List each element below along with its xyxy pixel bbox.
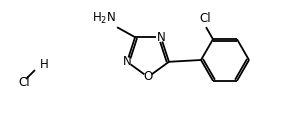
Text: N: N (123, 55, 131, 68)
Text: Cl: Cl (18, 75, 30, 88)
Text: O: O (143, 71, 153, 84)
Text: N: N (157, 31, 165, 44)
Text: H: H (40, 58, 49, 71)
Text: H$_2$N: H$_2$N (92, 11, 116, 26)
Text: Cl: Cl (200, 12, 211, 25)
